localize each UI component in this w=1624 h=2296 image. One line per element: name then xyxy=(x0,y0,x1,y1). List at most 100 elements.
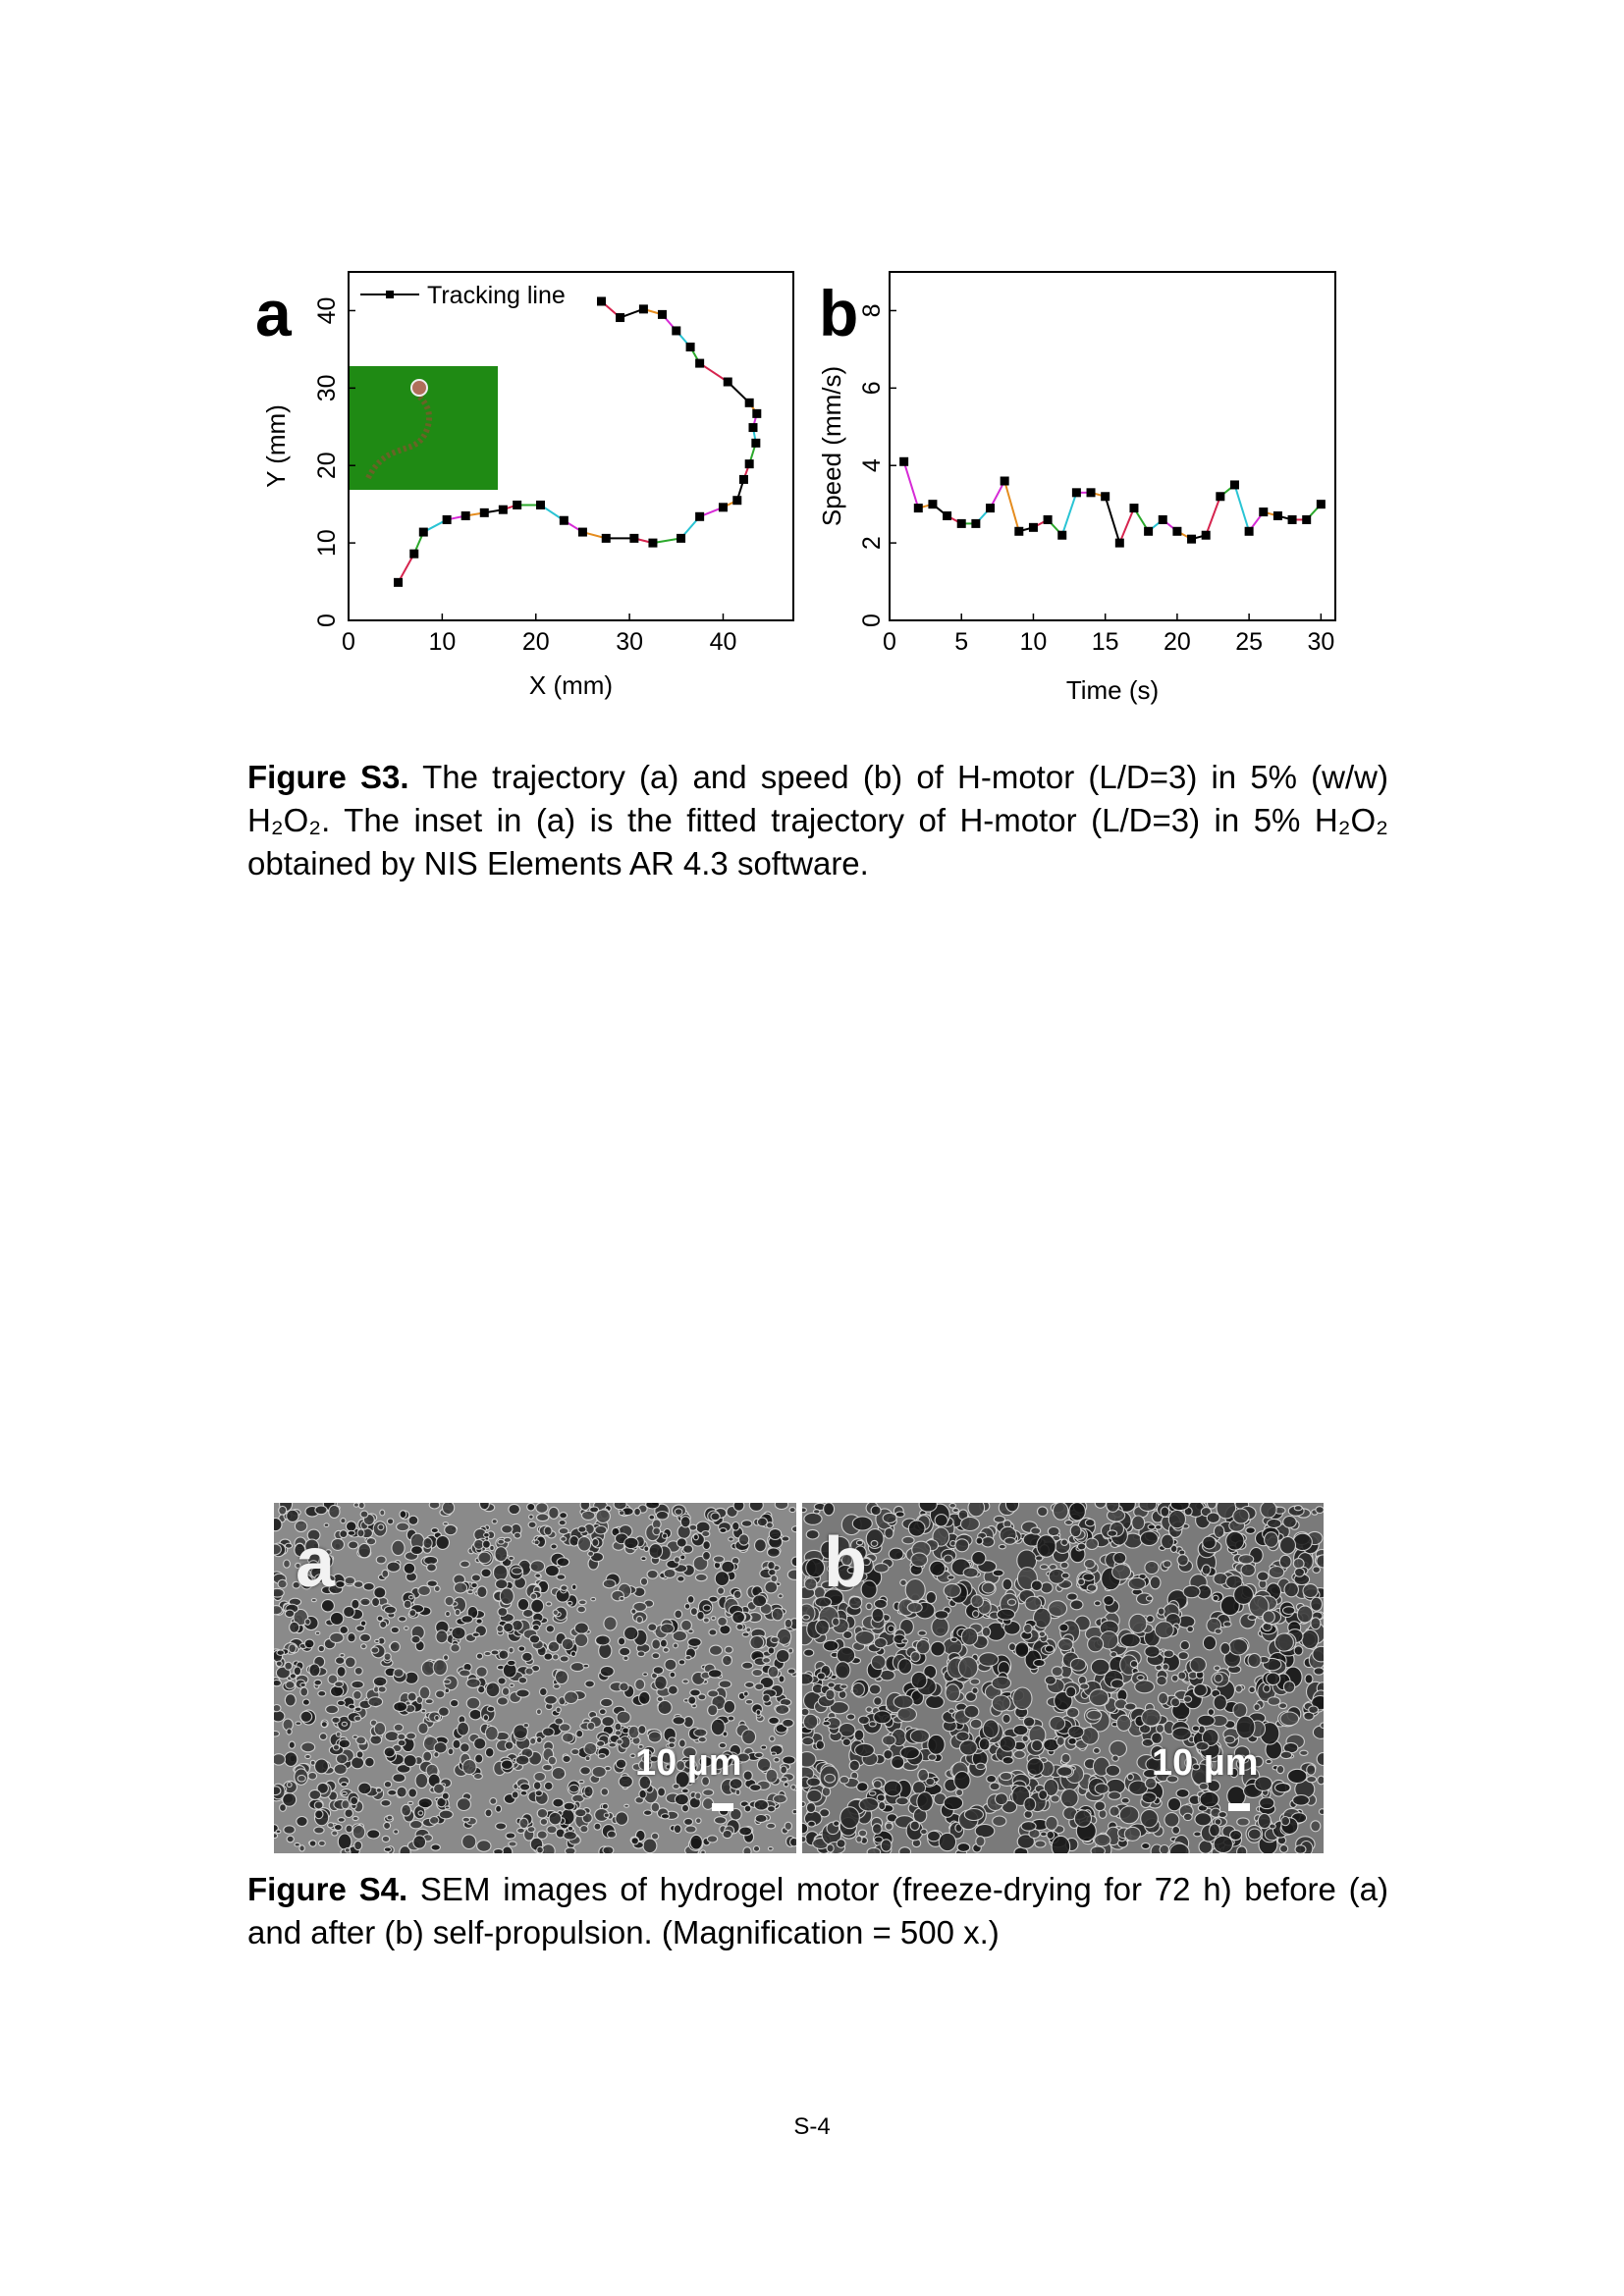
sem-pore xyxy=(495,1804,503,1813)
sem-pore xyxy=(274,1517,283,1532)
sem-pore xyxy=(802,1707,810,1717)
sem-pore xyxy=(1038,1630,1047,1638)
sem-pore xyxy=(684,1655,692,1661)
sem-pore xyxy=(335,1731,342,1737)
sem-pore xyxy=(318,1733,328,1741)
sem-pore xyxy=(550,1543,558,1550)
sem-pore xyxy=(563,1801,575,1811)
sem-pore xyxy=(1280,1815,1291,1827)
sem-pore xyxy=(765,1768,779,1784)
sem-pore xyxy=(1165,1775,1179,1784)
sem-pore xyxy=(343,1605,355,1619)
speed-point xyxy=(971,518,981,528)
sem-pore xyxy=(536,1807,549,1819)
sem-pore xyxy=(417,1810,424,1816)
sem-panel-label-b: b xyxy=(824,1523,867,1602)
sem-pore xyxy=(475,1618,483,1625)
sem-pore xyxy=(1058,1623,1069,1632)
sem-pore xyxy=(275,1829,282,1835)
sem-pore xyxy=(917,1768,930,1782)
y-tick-label: 40 xyxy=(313,297,341,325)
sem-pore xyxy=(1144,1560,1160,1575)
sem-pore xyxy=(284,1693,297,1707)
sem-pore xyxy=(459,1669,471,1678)
sem-pore xyxy=(768,1716,781,1725)
sem-pore xyxy=(313,1758,330,1775)
sem-pore xyxy=(601,1802,609,1810)
sem-pore xyxy=(882,1512,897,1524)
sem-pore xyxy=(729,1778,743,1790)
sem-pore xyxy=(640,1556,647,1562)
sem-pore xyxy=(528,1514,534,1520)
sem-pore xyxy=(295,1721,302,1726)
sem-pore xyxy=(1022,1716,1036,1728)
sem-pore xyxy=(558,1519,567,1526)
sem-pore xyxy=(574,1808,587,1818)
sem-pore xyxy=(901,1638,909,1644)
sem-pore xyxy=(470,1574,482,1582)
sem-pore xyxy=(406,1800,414,1806)
sem-pore xyxy=(836,1839,846,1848)
sem-pore xyxy=(969,1678,981,1685)
sem-pore xyxy=(303,1638,315,1649)
sem-pore xyxy=(714,1571,731,1587)
sem-pore xyxy=(1160,1506,1170,1518)
sem-pore xyxy=(577,1779,585,1785)
sem-pore xyxy=(1304,1674,1314,1684)
sem-pore xyxy=(420,1708,427,1714)
sem-pore xyxy=(352,1689,362,1700)
sem-pore xyxy=(698,1755,714,1768)
sem-pore xyxy=(274,1679,282,1687)
sem-pore xyxy=(1264,1531,1279,1548)
sem-pore xyxy=(333,1763,348,1776)
sem-pore xyxy=(742,1770,753,1782)
sem-pore xyxy=(682,1544,694,1554)
sem-pore xyxy=(489,1544,495,1552)
sem-pore xyxy=(338,1738,352,1749)
sem-pore xyxy=(570,1748,580,1756)
sem-pore xyxy=(781,1535,790,1542)
sem-pore xyxy=(949,1636,958,1643)
sem-pore xyxy=(659,1638,668,1648)
sem-pore xyxy=(772,1793,787,1804)
sem-pore xyxy=(370,1646,380,1654)
sem-pore xyxy=(284,1609,296,1619)
sem-pore xyxy=(693,1728,708,1737)
sem-pore xyxy=(546,1825,558,1835)
sem-pore xyxy=(802,1673,814,1685)
sem-pore xyxy=(694,1791,702,1800)
sem-pore xyxy=(383,1652,392,1662)
trajectory-point xyxy=(418,527,428,537)
sem-pore xyxy=(558,1526,569,1535)
legend-marker xyxy=(386,291,394,298)
sem-pore xyxy=(587,1550,595,1557)
sem-pore xyxy=(955,1789,964,1797)
sem-pore xyxy=(1292,1794,1310,1806)
sem-pore xyxy=(314,1574,327,1583)
sem-pore xyxy=(331,1716,341,1724)
sem-pore xyxy=(375,1787,383,1793)
sem-pore xyxy=(696,1610,705,1621)
sem-pore xyxy=(285,1680,296,1689)
sem-pore xyxy=(583,1785,594,1798)
sem-pore xyxy=(945,1683,961,1702)
sem-pore xyxy=(1162,1663,1169,1671)
sem-pore xyxy=(700,1849,706,1853)
sem-pore xyxy=(717,1586,726,1595)
sem-pore xyxy=(1293,1645,1304,1656)
sem-pore xyxy=(1048,1600,1068,1618)
sem-pore xyxy=(943,1582,961,1598)
sem-pore xyxy=(274,1703,282,1713)
sem-pore xyxy=(730,1807,742,1821)
sem-pore xyxy=(756,1517,768,1527)
sem-pore xyxy=(465,1678,481,1688)
sem-pore xyxy=(688,1769,699,1781)
sem-pore xyxy=(638,1789,647,1799)
sem-pore xyxy=(675,1771,690,1789)
sem-pore xyxy=(1233,1584,1254,1605)
sem-pore xyxy=(399,1845,411,1853)
sem-pore xyxy=(1197,1714,1216,1727)
sem-pore xyxy=(341,1799,351,1810)
sem-pore xyxy=(1151,1732,1164,1744)
sem-pore xyxy=(1044,1675,1057,1685)
